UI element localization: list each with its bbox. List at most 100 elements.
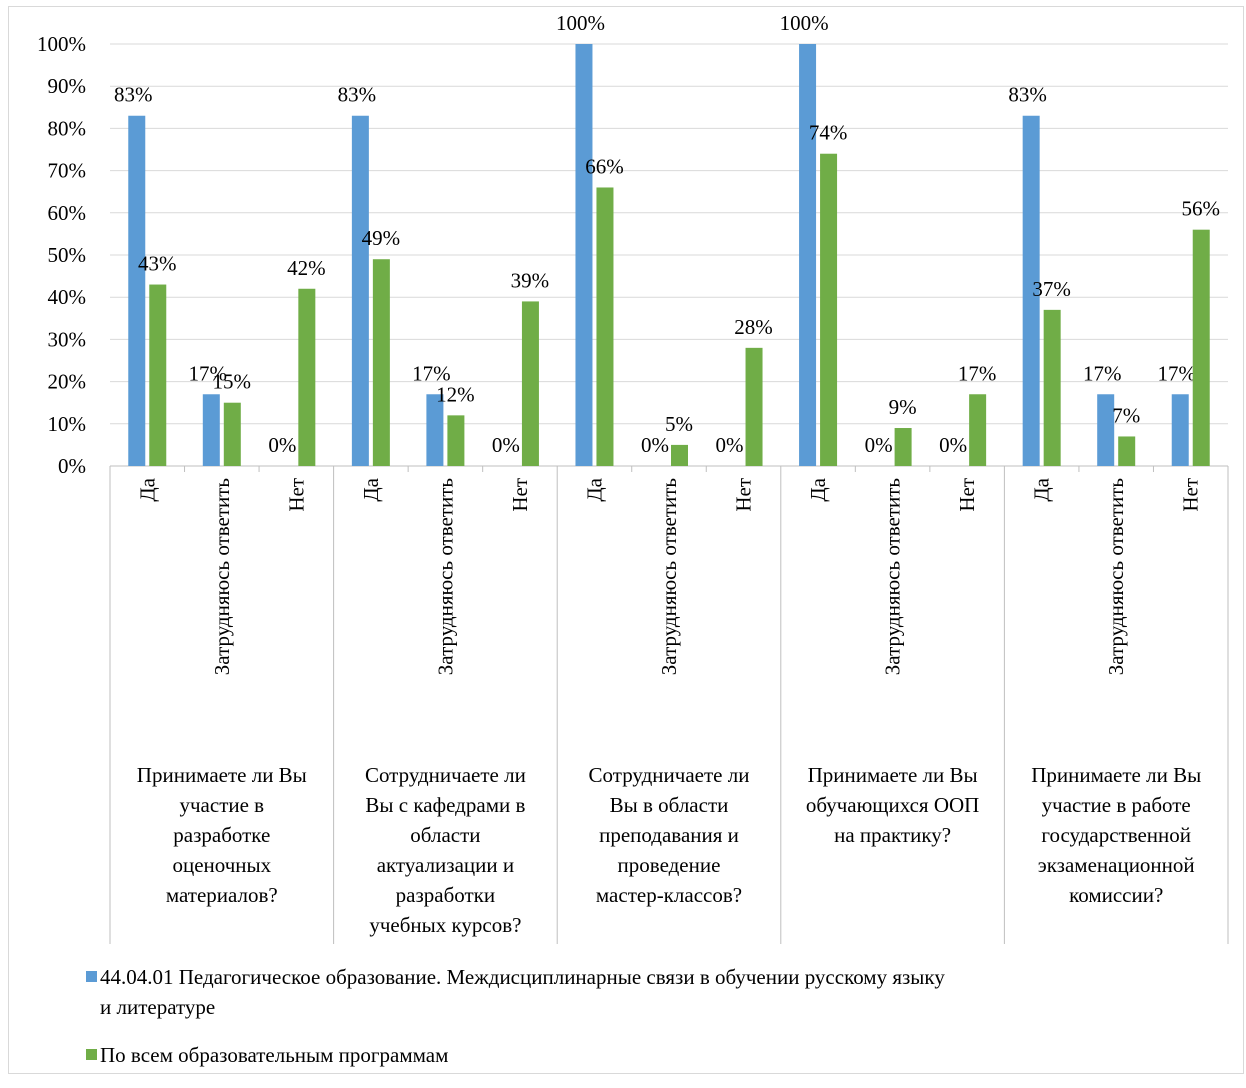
bar-chart: 0% 10% 20% 30% 40% 50% 60% 70% 80% 90% 100% 83% 43% Д… bbox=[37, 11, 1229, 944]
bar-series-2 bbox=[1118, 436, 1136, 466]
group-label: Сотрудничаете ли bbox=[365, 763, 526, 787]
category-label: Затрудняюсь ответить bbox=[210, 478, 234, 675]
bar-series-2 bbox=[521, 301, 539, 466]
y-tick-label: 0% bbox=[58, 454, 86, 478]
y-tick-label: 60% bbox=[48, 201, 87, 225]
group-label: области bbox=[410, 823, 480, 847]
group-label: государственной bbox=[1041, 823, 1191, 847]
category-label: Затрудняюсь ответить bbox=[433, 478, 457, 675]
legend-label-series-1: 44.04.01 Педагогическое образование. Меж… bbox=[100, 965, 945, 989]
bar-series-1 bbox=[1097, 394, 1115, 466]
data-label: 0% bbox=[268, 433, 296, 457]
category-label: Затрудняюсь ответить bbox=[881, 478, 905, 675]
y-tick-label: 10% bbox=[48, 412, 87, 436]
category-label: Затрудняюсь ответить bbox=[1104, 478, 1128, 675]
data-label: 0% bbox=[641, 433, 669, 457]
data-label: 39% bbox=[511, 268, 550, 292]
group-label: учебных курсов? bbox=[369, 913, 521, 937]
group-label: Вы в области bbox=[610, 793, 729, 817]
legend-swatch-series-2 bbox=[86, 1049, 97, 1060]
group-label: материалов? bbox=[166, 883, 278, 907]
data-label: 49% bbox=[362, 226, 401, 250]
data-label: 100% bbox=[780, 11, 829, 35]
bar-series-2 bbox=[671, 444, 688, 466]
bar-series-1 bbox=[1171, 394, 1189, 466]
group-label: на практику? bbox=[834, 823, 951, 847]
y-tick-label: 90% bbox=[48, 74, 87, 98]
data-label: 15% bbox=[213, 370, 252, 394]
data-label: 12% bbox=[436, 382, 475, 406]
bar-series-1 bbox=[426, 394, 444, 466]
data-label: 9% bbox=[889, 395, 917, 419]
data-label: 83% bbox=[114, 83, 153, 107]
legend-item-series-2: По всем образовательным программам bbox=[86, 1040, 1206, 1070]
y-tick-label: 100% bbox=[37, 32, 86, 56]
bar-series-2 bbox=[149, 284, 167, 466]
bar-series-2 bbox=[1043, 309, 1061, 466]
group-label: участие в bbox=[179, 793, 264, 817]
category-label: Нет bbox=[732, 478, 756, 512]
group-label: комиссии? bbox=[1069, 883, 1163, 907]
bar-series-2 bbox=[372, 259, 390, 466]
category-label: Да bbox=[359, 477, 383, 501]
bar-series-1 bbox=[202, 394, 220, 466]
category-label: Да bbox=[582, 477, 606, 501]
y-tick-label: 70% bbox=[48, 159, 87, 183]
group-label: преподавания и bbox=[599, 823, 739, 847]
bar-series-2 bbox=[223, 402, 241, 466]
bar-series-2 bbox=[745, 347, 763, 466]
y-tick-label: 80% bbox=[48, 116, 87, 140]
bar-series-2 bbox=[298, 288, 316, 466]
legend-swatch-series-1 bbox=[86, 971, 97, 982]
bar-series-2 bbox=[820, 153, 838, 466]
legend: 44.04.01 Педагогическое образование. Меж… bbox=[86, 962, 1206, 1088]
data-label: 5% bbox=[665, 412, 693, 436]
bar-series-2 bbox=[596, 187, 614, 467]
bar-series-1 bbox=[1022, 115, 1040, 467]
group-label: оценочных bbox=[172, 853, 271, 877]
data-label: 43% bbox=[138, 252, 177, 276]
category-label: Затрудняюсь ответить bbox=[657, 478, 681, 675]
category-label: Нет bbox=[1179, 478, 1203, 512]
data-label: 0% bbox=[716, 433, 744, 457]
group-label: Принимаете ли Вы bbox=[808, 763, 978, 787]
bar-series-2 bbox=[447, 415, 465, 466]
group-label: актуализации и bbox=[377, 853, 514, 877]
group-label: Принимаете ли Вы bbox=[137, 763, 307, 787]
category-label: Нет bbox=[284, 478, 308, 512]
group-label: проведение bbox=[618, 853, 721, 877]
y-tick-label: 20% bbox=[48, 370, 87, 394]
group-label: разработки bbox=[396, 883, 495, 907]
group-label: Принимаете ли Вы bbox=[1031, 763, 1201, 787]
data-label: 17% bbox=[412, 361, 451, 385]
category-label: Да bbox=[135, 477, 159, 501]
bar-series-1 bbox=[575, 44, 593, 466]
bar-series-2 bbox=[969, 394, 987, 466]
group-label: Сотрудничаете ли bbox=[589, 763, 750, 787]
group-label: участие в работе bbox=[1042, 793, 1191, 817]
data-label: 74% bbox=[809, 121, 848, 145]
bar-series-1 bbox=[351, 115, 369, 467]
data-label: 17% bbox=[958, 361, 997, 385]
data-label: 7% bbox=[1112, 403, 1140, 427]
y-tick-label: 30% bbox=[48, 327, 87, 351]
data-label: 0% bbox=[492, 433, 520, 457]
y-tick-label: 50% bbox=[48, 243, 87, 267]
group-label: Вы с кафедрами в bbox=[365, 793, 525, 817]
chart-frame bbox=[8, 6, 1244, 1074]
data-label: 66% bbox=[585, 154, 624, 178]
data-label: 0% bbox=[865, 433, 893, 457]
group-label: разработке bbox=[173, 823, 270, 847]
category-label: Нет bbox=[508, 478, 532, 512]
data-label: 17% bbox=[1083, 361, 1122, 385]
data-label: 17% bbox=[189, 361, 228, 385]
category-label: Да bbox=[806, 477, 830, 501]
data-label: 37% bbox=[1032, 277, 1071, 301]
bar-series-1 bbox=[128, 115, 146, 467]
data-label: 42% bbox=[287, 256, 326, 280]
legend-item-series-1: 44.04.01 Педагогическое образование. Меж… bbox=[86, 962, 1206, 1022]
bar-series-2 bbox=[1192, 229, 1210, 466]
group-label: мастер-классов? bbox=[596, 883, 742, 907]
category-label: Нет bbox=[955, 478, 979, 512]
data-label: 0% bbox=[939, 433, 967, 457]
